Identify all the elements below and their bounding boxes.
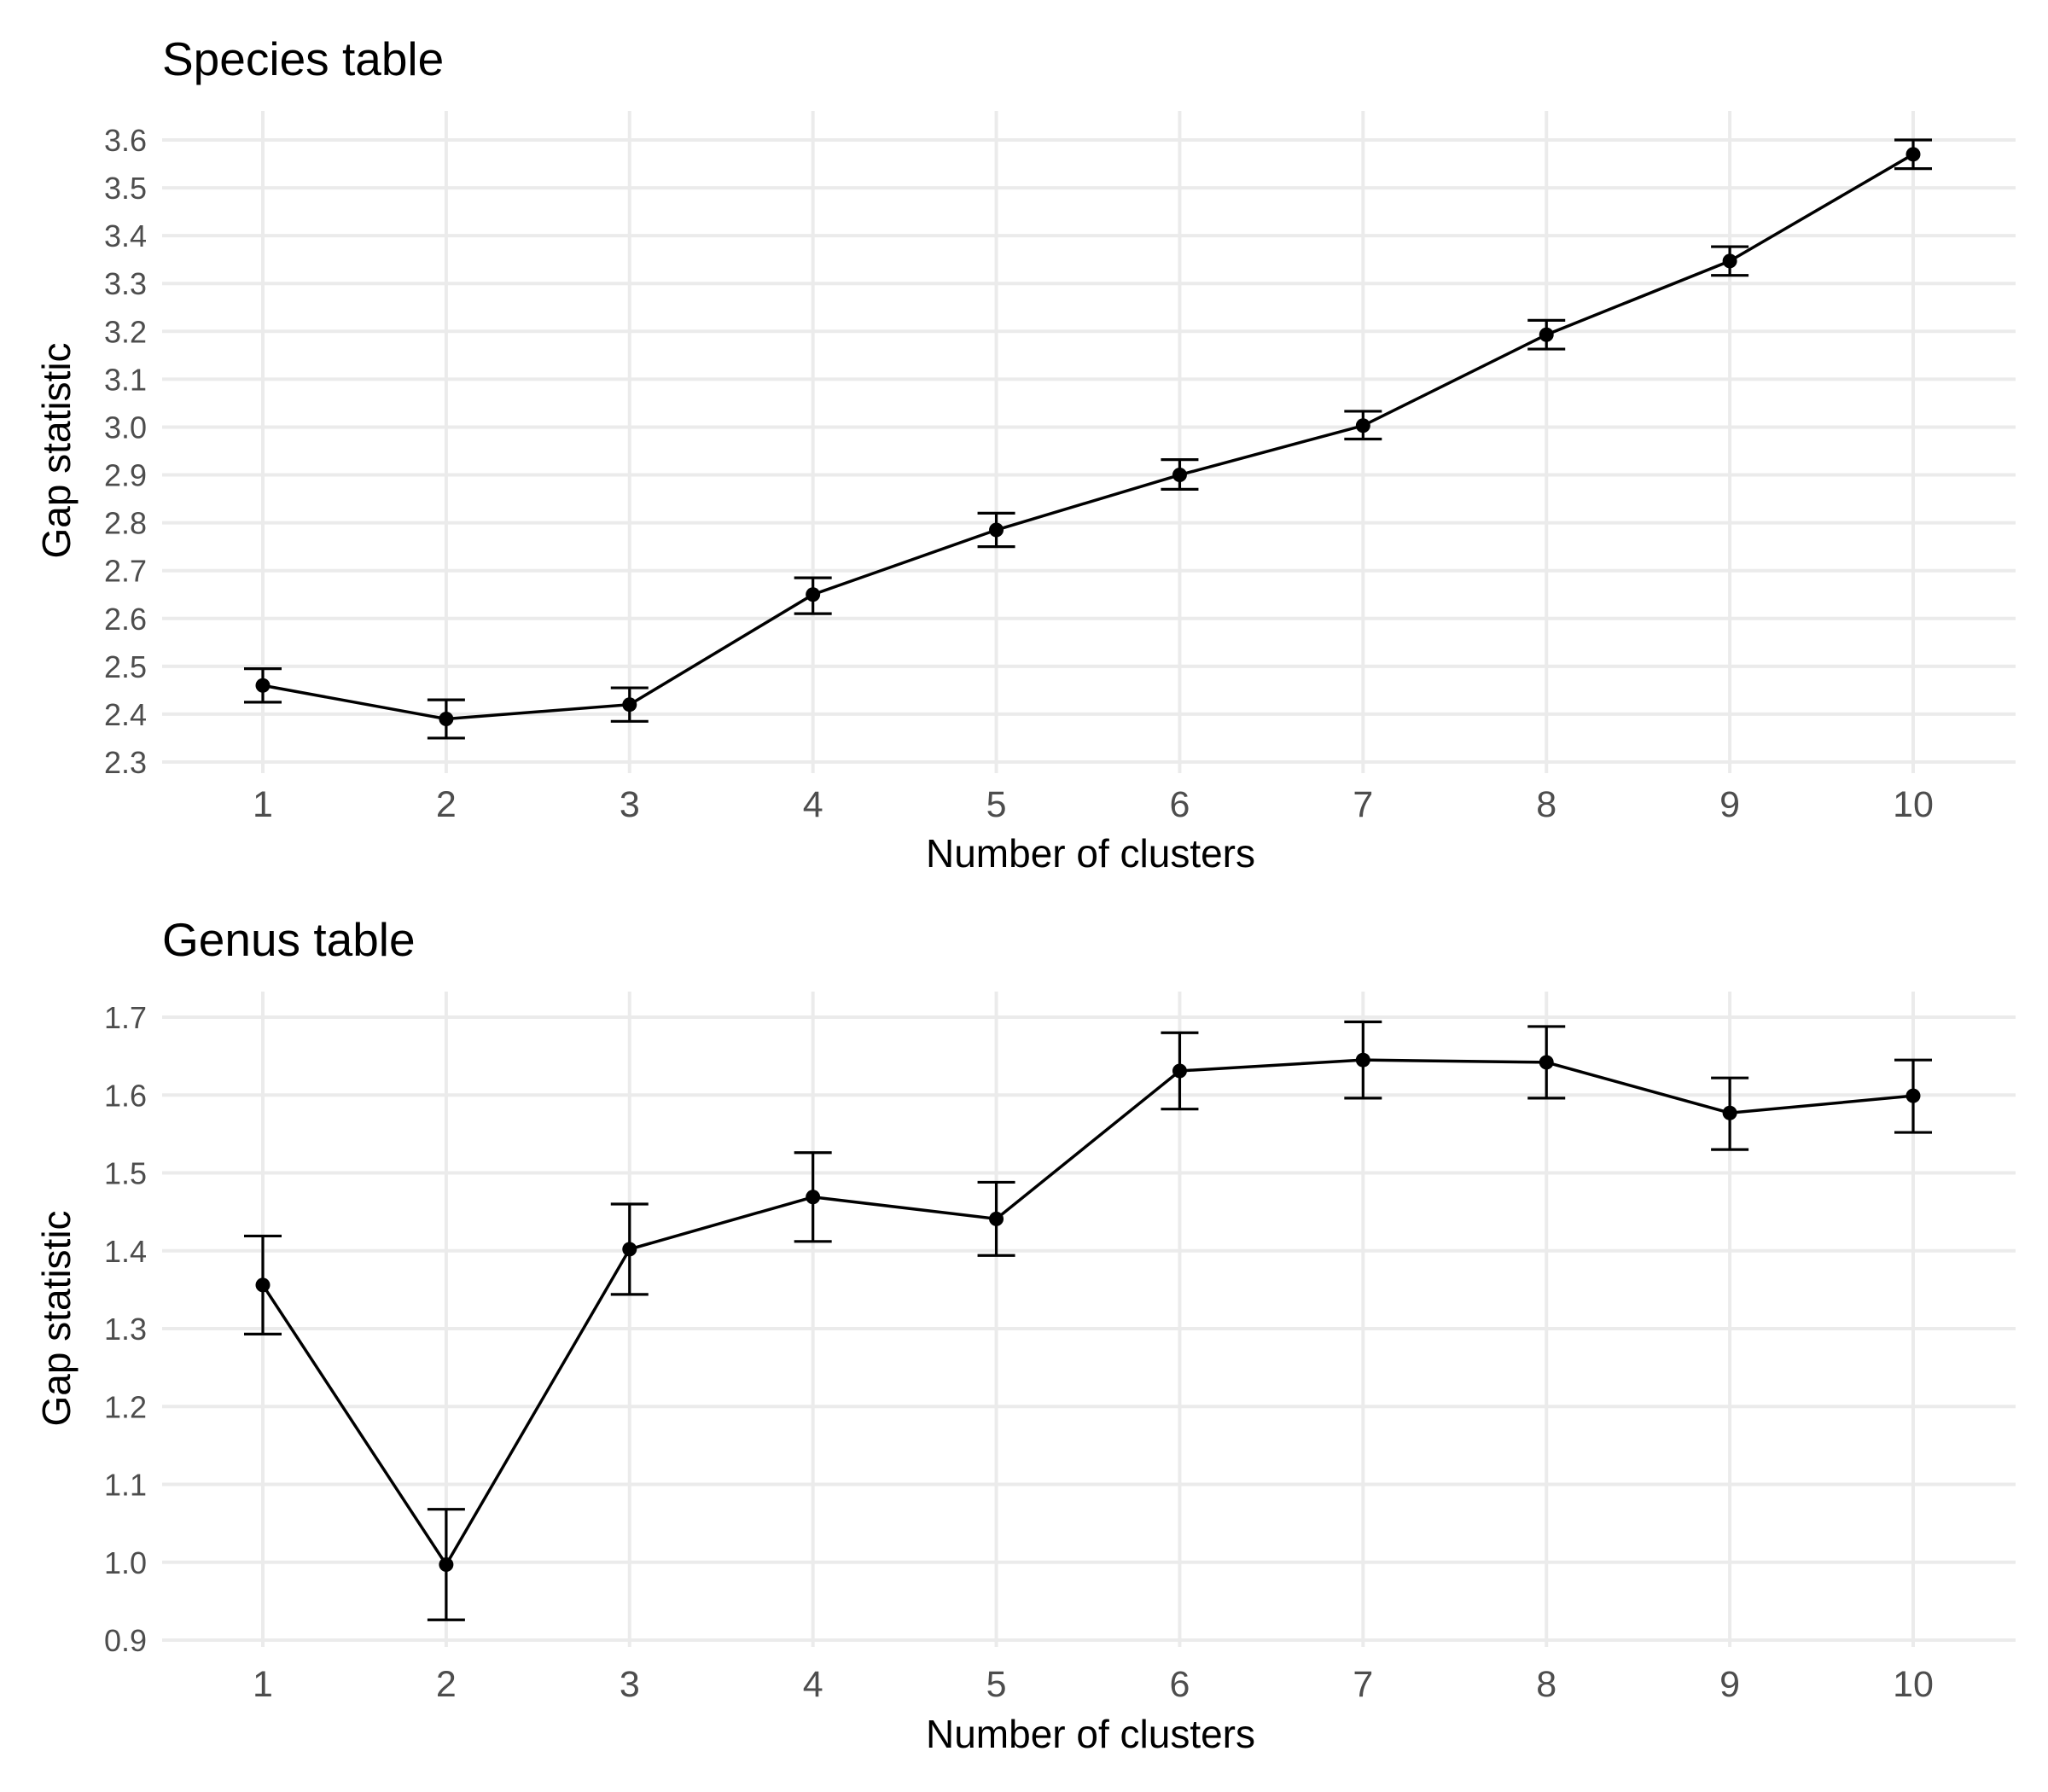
y-tick-label: 3.5 <box>104 171 147 206</box>
x-tick-label: 9 <box>1719 784 1740 825</box>
data-point <box>622 697 637 713</box>
x-tick-label: 1 <box>253 1664 273 1705</box>
x-tick-label: 9 <box>1719 1664 1740 1705</box>
data-point <box>1355 1052 1370 1068</box>
x-tick-label: 6 <box>1169 1664 1190 1705</box>
x-tick-label: 2 <box>436 784 457 825</box>
data-point <box>439 1556 454 1572</box>
data-point <box>1539 1055 1554 1070</box>
panel-title: Genus table <box>162 913 416 966</box>
species-table-panel: Species table 2.3 2.4 2.5 2.6 2.7 2.8 2.9 3.0 3.… <box>34 32 2016 876</box>
y-axis-title: Gap statistic <box>34 1210 79 1426</box>
x-tick-label: 1 <box>253 784 273 825</box>
y-tick-label: 1.5 <box>104 1156 147 1191</box>
data-point <box>1905 1088 1921 1103</box>
x-tick-label: 8 <box>1536 784 1556 825</box>
y-tick-label: 1.6 <box>104 1078 147 1113</box>
y-tick-label: 1.4 <box>104 1234 147 1269</box>
data-point <box>439 712 454 727</box>
y-tick-label: 2.9 <box>104 458 147 493</box>
panel-title: Species table <box>162 32 444 85</box>
error-bars <box>244 138 1932 740</box>
x-tick-label: 6 <box>1169 784 1190 825</box>
y-axis-title: Gap statistic <box>34 342 79 558</box>
data-points <box>255 1052 1921 1572</box>
y-tick-label: 3.6 <box>104 123 147 158</box>
series-line <box>261 1058 1914 1568</box>
data-point <box>1722 1105 1737 1120</box>
data-point <box>1172 468 1187 483</box>
y-tick-label: 2.8 <box>104 506 147 541</box>
x-tick-label: 3 <box>620 1664 640 1705</box>
y-tick-label: 2.7 <box>104 554 147 589</box>
x-tick-label: 5 <box>986 784 1007 825</box>
data-point <box>1172 1063 1187 1079</box>
data-point <box>989 522 1004 538</box>
x-axis-title: Number of clusters <box>926 831 1255 876</box>
gridlines <box>162 992 2016 1647</box>
y-tick-label: 3.4 <box>104 218 147 253</box>
x-tick-label: 4 <box>803 1664 823 1705</box>
x-tick-label: 5 <box>986 1664 1007 1705</box>
x-axis-title: Number of clusters <box>926 1712 1255 1756</box>
data-point <box>1905 147 1921 162</box>
series-line-group <box>261 1058 1914 1568</box>
gridlines <box>162 111 2016 773</box>
x-tick-label: 4 <box>803 784 823 825</box>
y-tick-label: 3.3 <box>104 266 147 301</box>
data-point <box>806 1190 821 1205</box>
y-tick-label: 1.3 <box>104 1312 147 1347</box>
data-point <box>255 678 271 693</box>
y-tick-label: 2.6 <box>104 602 147 637</box>
data-point <box>255 1277 271 1293</box>
y-tick-label: 0.9 <box>104 1623 147 1658</box>
y-tick-label: 2.4 <box>104 697 147 732</box>
data-point <box>1539 327 1554 342</box>
y-tick-label: 1.0 <box>104 1545 147 1580</box>
y-tick-label: 1.7 <box>104 1000 147 1035</box>
x-tick-label: 2 <box>436 1664 457 1705</box>
data-point <box>1722 253 1737 269</box>
x-tick-label: 8 <box>1536 1664 1556 1705</box>
x-tick-label: 7 <box>1353 1664 1373 1705</box>
y-tick-label: 3.2 <box>104 314 147 349</box>
y-tick-label: 1.2 <box>104 1389 147 1424</box>
series-line-group <box>262 153 1914 721</box>
y-tick-labels: 2.3 2.4 2.5 2.6 2.7 2.8 2.9 3.0 3.1 3.2 3.3 3.4 3.5 3… <box>104 123 147 780</box>
x-tick-label: 10 <box>1893 784 1934 825</box>
y-tick-label: 2.3 <box>104 745 147 780</box>
y-tick-label: 3.0 <box>104 410 147 445</box>
genus-table-panel: Genus table 0.91.01.11.21.31.41.51.61.7 … <box>34 913 2016 1756</box>
x-tick-label: 3 <box>620 784 640 825</box>
y-tick-labels: 0.9 1.0 1.1 1.2 1.3 1.4 1.5 1.6 1.7 <box>104 1000 147 1658</box>
data-point <box>1355 418 1370 433</box>
y-tick-label: 2.5 <box>104 649 147 684</box>
data-point <box>989 1211 1004 1226</box>
error-bars <box>244 1020 1932 1621</box>
y-tick-label: 1.1 <box>104 1468 147 1503</box>
x-tick-labels: 1 2 3 4 5 6 7 8 9 10 <box>253 784 1934 825</box>
series-line <box>262 153 1914 721</box>
data-points <box>255 147 1921 727</box>
x-tick-label: 10 <box>1893 1664 1934 1705</box>
x-tick-label: 7 <box>1353 784 1373 825</box>
data-point <box>622 1242 637 1257</box>
y-tick-label: 3.1 <box>104 362 147 397</box>
data-point <box>806 587 821 602</box>
x-tick-labels: 1 2 3 4 5 6 7 8 9 10 <box>253 1664 1934 1705</box>
